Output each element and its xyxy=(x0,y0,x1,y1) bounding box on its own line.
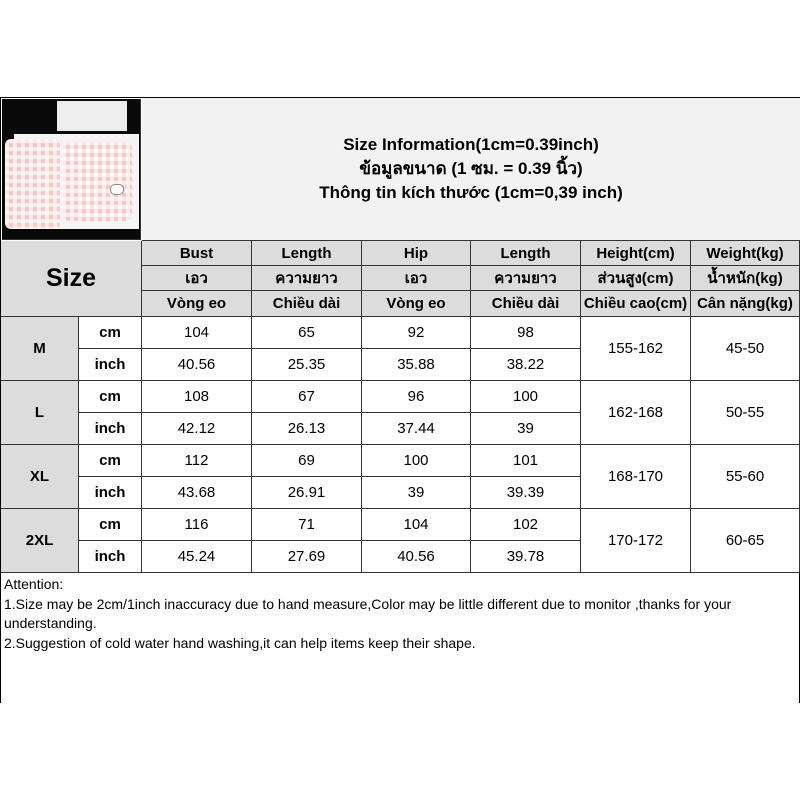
column-header-en: Height(cm) xyxy=(581,241,691,266)
height-range: 168-170 xyxy=(581,445,691,509)
measure-inch: 39 xyxy=(471,413,581,445)
column-header-en: Hip xyxy=(362,241,471,266)
measure-cm: 98 xyxy=(471,317,581,349)
measure-cm: 116 xyxy=(142,509,252,541)
product-photo xyxy=(2,99,141,240)
weight-range: 55-60 xyxy=(691,445,800,509)
measure-cm: 102 xyxy=(471,509,581,541)
unit-label-cm: cm xyxy=(79,509,142,541)
measure-cm: 100 xyxy=(471,381,581,413)
column-header-th: ส่วนสูง(cm) xyxy=(581,266,691,291)
note-heading: Attention: xyxy=(4,576,64,592)
column-header-th: ความยาว xyxy=(471,266,581,291)
measure-inch: 39.39 xyxy=(471,477,581,509)
size-label: L xyxy=(1,381,79,445)
weight-range: 60-65 xyxy=(691,509,800,573)
measure-cm: 104 xyxy=(142,317,252,349)
unit-label-cm: cm xyxy=(79,445,142,477)
pajama-top xyxy=(62,141,132,221)
measure-cm: 67 xyxy=(252,381,362,413)
attention-notes: Attention: 1.Size may be 2cm/1inch inacc… xyxy=(1,573,799,703)
measure-inch: 40.56 xyxy=(142,349,252,381)
pajama-pants xyxy=(5,139,60,229)
measure-inch: 26.91 xyxy=(252,477,362,509)
note-1: 1.Size may be 2cm/1inch inaccuracy due t… xyxy=(4,595,732,632)
measure-cm: 65 xyxy=(252,317,362,349)
measure-inch: 42.12 xyxy=(142,413,252,445)
measure-cm: 112 xyxy=(142,445,252,477)
measure-cm: 101 xyxy=(471,445,581,477)
title-vi: Thông tin kích thước (1cm=0,39 inch) xyxy=(319,183,623,202)
size-chart: Size Information(1cm=0.39inch) ข้อมูลขนา… xyxy=(0,97,800,703)
measure-cm: 108 xyxy=(142,381,252,413)
column-header-vi: Vòng eo xyxy=(362,291,471,317)
measure-inch: 25.35 xyxy=(252,349,362,381)
column-header-th: ความยาว xyxy=(252,266,362,291)
height-range: 170-172 xyxy=(581,509,691,573)
unit-label-cm: cm xyxy=(79,381,142,413)
measure-inch: 45.24 xyxy=(142,541,252,573)
unit-label-cm: cm xyxy=(79,317,142,349)
measure-cm: 100 xyxy=(362,445,471,477)
column-header-th: เอว xyxy=(362,266,471,291)
measure-inch: 40.56 xyxy=(362,541,471,573)
column-header-en: Length xyxy=(471,241,581,266)
note-2: 2.Suggestion of cold water hand washing,… xyxy=(4,634,476,651)
title-th: ข้อมูลขนาด (1 ซม. = 0.39 นิ้ว) xyxy=(359,159,583,178)
measure-cm: 96 xyxy=(362,381,471,413)
box-lid xyxy=(57,101,127,131)
column-header-th: เอว xyxy=(142,266,252,291)
column-header-vi: Chiều dài xyxy=(471,291,581,317)
column-header-en: Weight(kg) xyxy=(691,241,800,266)
measure-inch: 39 xyxy=(362,477,471,509)
height-range: 155-162 xyxy=(581,317,691,381)
measure-cm: 104 xyxy=(362,509,471,541)
measure-inch: 39.78 xyxy=(471,541,581,573)
column-header-vi: Chiều cao(cm) xyxy=(581,291,691,317)
size-label: XL xyxy=(1,445,79,509)
height-range: 162-168 xyxy=(581,381,691,445)
measure-inch: 43.68 xyxy=(142,477,252,509)
column-header-vi: Cân nặng(kg) xyxy=(691,291,800,317)
unit-label-inch: inch xyxy=(79,413,142,445)
size-label: 2XL xyxy=(1,509,79,573)
measure-cm: 69 xyxy=(252,445,362,477)
size-header: Size xyxy=(1,241,142,317)
unit-label-inch: inch xyxy=(79,349,142,381)
measure-cm: 92 xyxy=(362,317,471,349)
measure-inch: 37.44 xyxy=(362,413,471,445)
measure-inch: 26.13 xyxy=(252,413,362,445)
measure-inch: 38.22 xyxy=(471,349,581,381)
weight-range: 50-55 xyxy=(691,381,800,445)
measure-inch: 27.69 xyxy=(252,541,362,573)
column-header-vi: Chiều dài xyxy=(252,291,362,317)
measure-cm: 71 xyxy=(252,509,362,541)
title-en: Size Information(1cm=0.39inch) xyxy=(343,135,599,154)
size-label: M xyxy=(1,317,79,381)
column-header-en: Length xyxy=(252,241,362,266)
column-header-en: Bust xyxy=(142,241,252,266)
column-header-th: น้ำหนัก(kg) xyxy=(691,266,800,291)
unit-label-inch: inch xyxy=(79,477,142,509)
weight-range: 45-50 xyxy=(691,317,800,381)
column-header-vi: Vòng eo xyxy=(142,291,252,317)
title-block: Size Information(1cm=0.39inch) ข้อมูลขนา… xyxy=(142,98,800,241)
unit-label-inch: inch xyxy=(79,541,142,573)
measure-inch: 35.88 xyxy=(362,349,471,381)
kitty-patch xyxy=(110,184,124,195)
